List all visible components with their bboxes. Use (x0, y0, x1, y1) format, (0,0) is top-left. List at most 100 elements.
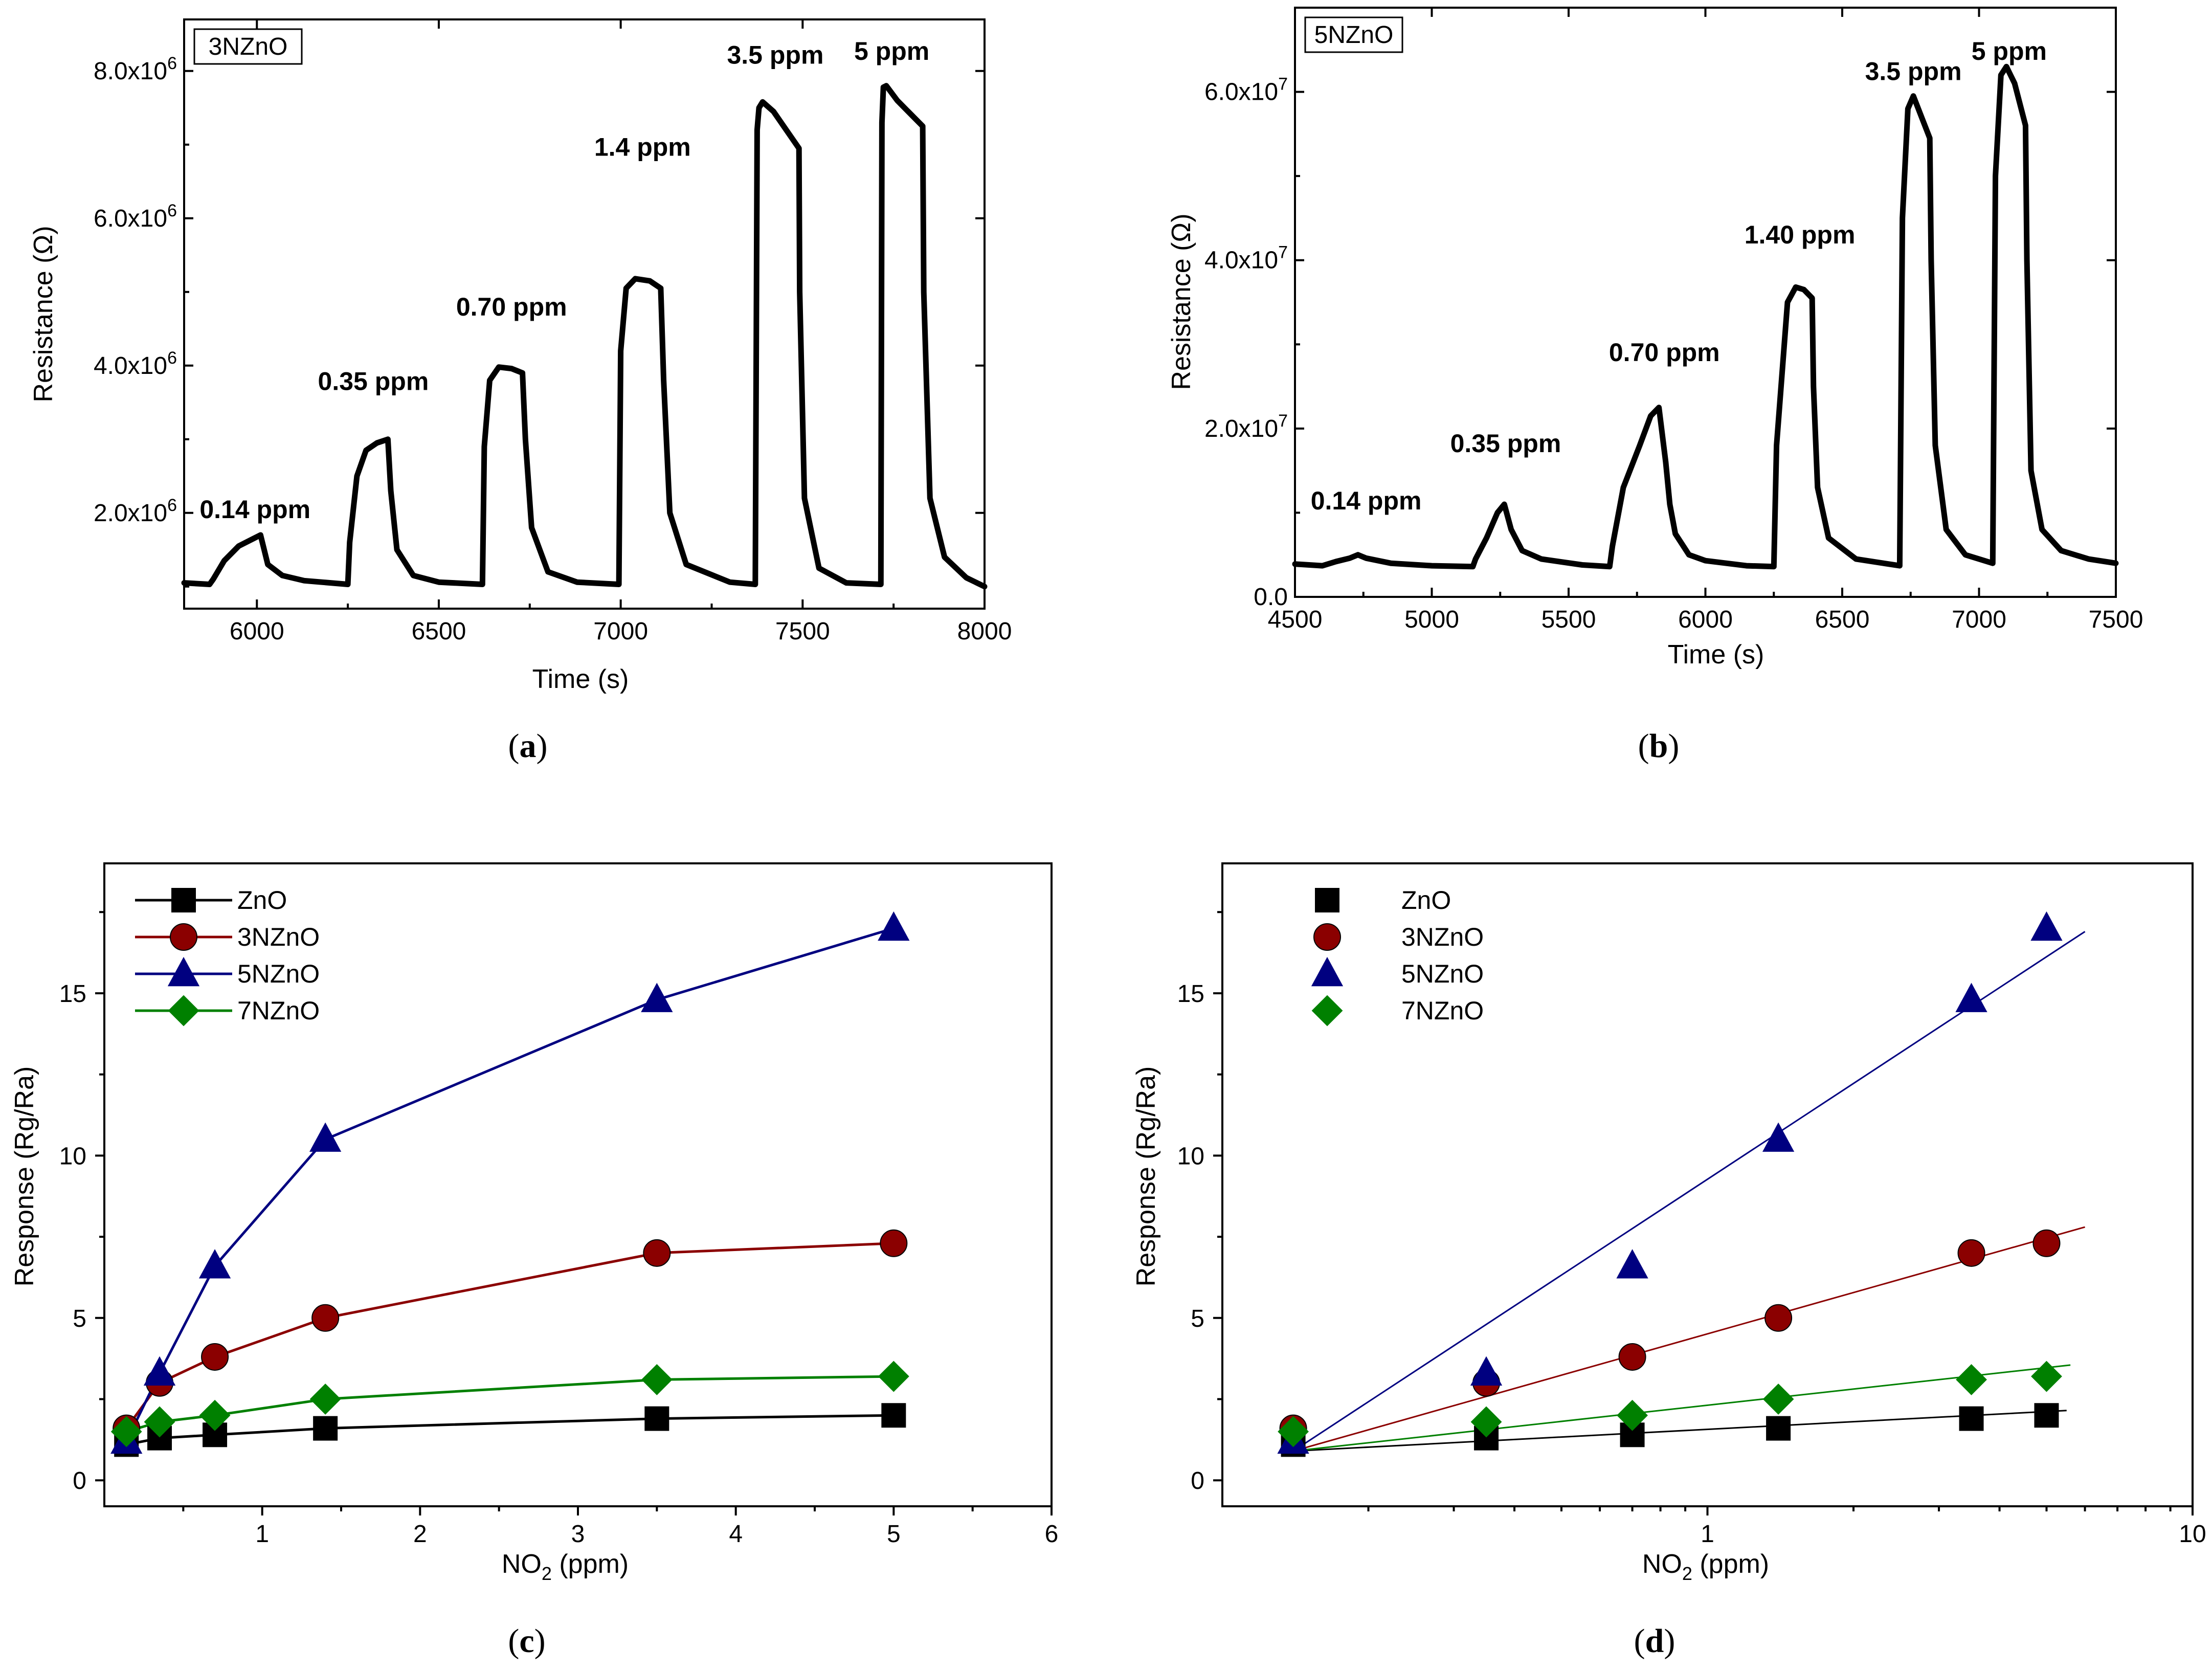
panel-c-xtick-label: 4 (729, 1521, 743, 1548)
panel-a-ticks: 6000 6500 7000 7500 80002.0x1064.0x1066.0x10… (94, 19, 1012, 645)
panel-a-series-line (181, 83, 988, 590)
panel-d-xlabel-rest: (ppm) (1692, 1549, 1769, 1579)
panel-d-legend-5nzno-label: 5NZnO (1401, 960, 1484, 988)
panel-d-legend-zno-label: ZnO (1401, 886, 1451, 915)
panel-c-ytick-label: 0 (73, 1467, 86, 1495)
panel-a-ytick-label-mantissa: 6.0x10 (94, 205, 167, 232)
panel-d-3nzno-point (2032, 1229, 2061, 1257)
panel-d-3nzno-point (1957, 1239, 1985, 1267)
panel-c-7nzno-point (878, 1361, 909, 1392)
panel-b-ytick-label-mantissa: 2.0x10 (1204, 415, 1278, 442)
panel-c-ytick-label: 10 (59, 1143, 86, 1170)
panel-b-series-line (1292, 63, 2119, 570)
panel-c-7nzno-point (309, 1384, 341, 1415)
panel-d-3nzno-point (1764, 1304, 1793, 1332)
panel-a-caption: (a) (508, 727, 548, 765)
panel-b-annotation: 5 ppm (1972, 37, 2047, 65)
panel-d-zno-fit-line (1293, 1410, 2067, 1452)
panel-a-annotation: 3.5 ppm (727, 40, 823, 69)
panel-a-inset-text: 3NZnO (209, 33, 288, 60)
panel-c-3nzno-point (201, 1343, 229, 1371)
panel-b-ytick-label-exp: 7 (1278, 75, 1288, 94)
panel-d-ytick-label: 10 (1177, 1143, 1204, 1170)
panel-a-plot-frame (183, 18, 986, 610)
panel-b-ytick-label-exp: 7 (1278, 243, 1288, 262)
panel-c-ylabel: Response (Rg/Ra) (10, 1066, 39, 1287)
panel-c-zno-point (313, 1416, 338, 1441)
panel-c-7nzno-point (199, 1399, 231, 1431)
panel-d-zno-point (1959, 1406, 1984, 1431)
panel-d-xtick-label: 1 (1701, 1521, 1714, 1548)
panel-c-xlabel: NO2 (ppm) (502, 1549, 629, 1584)
panel-c-5nzno-point (198, 1249, 231, 1279)
panel-a-inset-box (193, 28, 303, 65)
panel-c-legend: ZnO 3NZnO 5NZnO 7NZnO (135, 886, 320, 1027)
panel-a-xtick-label: 7500 (775, 618, 830, 645)
panel-d-xlabel: NO2 (ppm) (1642, 1549, 1769, 1584)
panel-c-xtick-label: 6 (1045, 1521, 1059, 1548)
panel-d-legend-3nzno-label: 3NZnO (1401, 923, 1484, 951)
panel-a-annotation: 0.70 ppm (456, 293, 567, 321)
panel-d-7nzno-point (1470, 1406, 1502, 1438)
panel-d-ylabel: Response (Rg/Ra) (1131, 1066, 1161, 1287)
panel-d-xlabel-sub: 2 (1682, 1563, 1692, 1584)
panel-d-7nzno-point (1278, 1416, 1309, 1447)
panel-b-xtick-label: 6000 (1678, 606, 1733, 633)
panel-d-5nzno-point (1616, 1249, 1648, 1279)
panel-c-zno-point (644, 1406, 669, 1431)
panel-a-xtick-label: 7000 (593, 618, 648, 645)
panel-d-5nzno-point (2030, 911, 2063, 941)
panel-a-ytick-label: 4.0x106 (94, 348, 177, 380)
panel-b-inset-text: 5NZnO (1314, 21, 1394, 49)
panel-a-annotation: 5 ppm (854, 37, 929, 65)
panel-d-7nzno-point (1762, 1384, 1794, 1415)
panel-c-legend-5nzno-marker (167, 956, 200, 987)
panel-d-response-log: 1 10 0 5 10 15 ZnO 3NZnO 5NZnO 7NZnO NO2 (ppm) R… (1131, 862, 2206, 1660)
panel-c-legend-7nzno-label: 7NZnO (237, 996, 320, 1025)
panel-c-xtick-label: 1 (255, 1521, 269, 1548)
panel-c-ticks: 1 2 3 4 5 6 0 5 10 15 (59, 911, 1059, 1548)
panel-a-xlabel: Time (s) (532, 664, 629, 694)
panel-b-caption-letter: b (1649, 727, 1668, 765)
panel-c-5nzno-point (878, 911, 910, 941)
panel-d-3nzno-point (1618, 1343, 1646, 1371)
panel-d-ytick-label: 15 (1177, 980, 1204, 1008)
panel-a-ylabel: Resistance (Ω) (29, 226, 58, 402)
panel-b-xlabel: Time (s) (1668, 640, 1764, 670)
panel-b-ylabel: Resistance (Ω) (1167, 213, 1196, 390)
panel-c-zno-line (126, 1414, 894, 1446)
panel-d-xtick-label: 10 (2179, 1521, 2206, 1548)
panel-a-resistance-3nzno: 6000 6500 7000 7500 80002.0x1064.0x1066.0x10… (29, 18, 1012, 765)
panel-b-ytick-label-mantissa: 6.0x10 (1204, 79, 1278, 106)
panel-b-inset-box (1304, 16, 1403, 53)
panel-d-7nzno-point (2031, 1361, 2062, 1392)
panel-a-annotations: 0.14 ppm 0.35 ppm 0.70 ppm 1.4 ppm 3.5 ppm 5 … (199, 37, 929, 524)
panel-c-legend-3nzno-marker (170, 923, 197, 951)
panel-a-ytick-label-exp: 6 (167, 348, 177, 368)
panel-c-5nzno-point (143, 1356, 176, 1386)
panel-d-xlabel-main: NO (1642, 1549, 1682, 1579)
panel-b-ytick-label: 6.0x107 (1204, 75, 1288, 106)
panel-a-caption-letter: a (520, 727, 537, 765)
panel-a-ytick-label: 2.0x106 (94, 496, 177, 527)
panel-d-5nzno-fit-line (1292, 931, 2086, 1452)
panel-c-xtick-label: 2 (413, 1521, 427, 1548)
panel-c-7nzno-point (110, 1416, 142, 1447)
panel-d-caption-letter: d (1645, 1622, 1664, 1660)
panel-c-legend-7nzno-marker (168, 995, 199, 1027)
panel-d-ytick-label: 0 (1191, 1467, 1204, 1495)
panel-a-inset-label: 3NZnO (193, 28, 303, 65)
panel-d-legend-zno-marker (1315, 888, 1339, 912)
panel-b-xtick-label: 7000 (1952, 606, 2006, 633)
panel-b-ytick-label: 2.0x107 (1204, 411, 1288, 442)
panel-b-ticks: 4500 5000 5500 6000 6500 7000 75000.02.0x1074.… (1204, 8, 2143, 633)
panel-d-legend: ZnO 3NZnO 5NZnO 7NZnO (1311, 886, 1484, 1027)
panel-a-ytick-label-exp: 6 (167, 54, 177, 73)
panel-b-ytick-label-exp: 7 (1278, 411, 1288, 431)
panel-c-xlabel-rest: (ppm) (552, 1549, 629, 1579)
panel-c-legend-3nzno-label: 3NZnO (237, 923, 320, 951)
panel-c-caption-letter: c (519, 1622, 534, 1660)
panel-b-xtick-label: 5000 (1404, 606, 1459, 633)
panel-d-3nzno-fit-line (1293, 1226, 2085, 1452)
